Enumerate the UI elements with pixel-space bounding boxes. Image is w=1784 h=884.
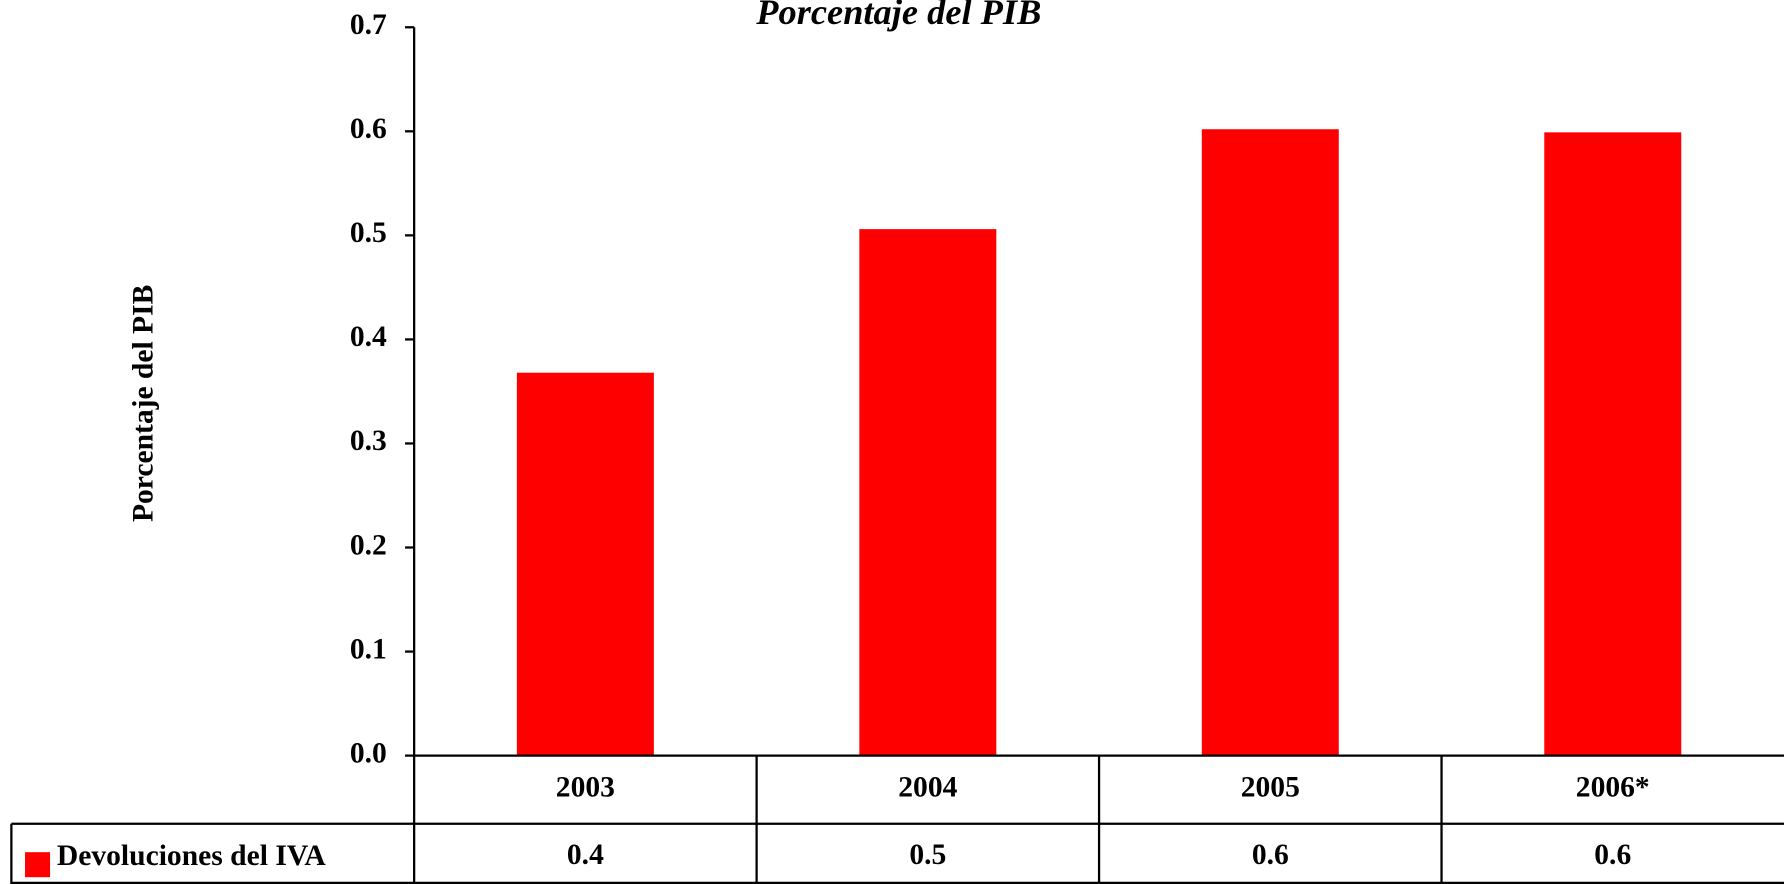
y-tick-label: 0.0 xyxy=(350,737,387,769)
chart-title: Porcentaje del PIB xyxy=(755,0,1041,32)
table-value: 0.6 xyxy=(1252,839,1289,871)
x-tick-label: 2003 xyxy=(556,771,615,803)
y-tick-label: 0.4 xyxy=(350,321,387,353)
x-tick-label: 2006* xyxy=(1576,771,1650,803)
y-tick-label: 0.3 xyxy=(350,425,387,457)
table-value: 0.4 xyxy=(567,839,604,871)
table-value: 0.6 xyxy=(1594,839,1631,871)
legend-swatch xyxy=(25,852,51,878)
x-tick-label: 2004 xyxy=(898,771,957,803)
bar xyxy=(1544,132,1682,756)
y-tick-label: 0.6 xyxy=(350,113,387,145)
bar xyxy=(859,229,997,756)
bar xyxy=(516,372,654,756)
legend-label: Devoluciones del IVA xyxy=(57,840,327,872)
y-tick-label: 0.2 xyxy=(350,529,387,561)
y-tick-label: 0.1 xyxy=(350,633,387,665)
bar xyxy=(1201,129,1339,756)
y-tick-label: 0.5 xyxy=(350,217,387,249)
y-axis-label: Porcentaje del PIB xyxy=(127,285,159,522)
x-tick-label: 2005 xyxy=(1241,771,1300,803)
y-tick-label: 0.7 xyxy=(350,9,387,41)
table-value: 0.5 xyxy=(909,839,946,871)
